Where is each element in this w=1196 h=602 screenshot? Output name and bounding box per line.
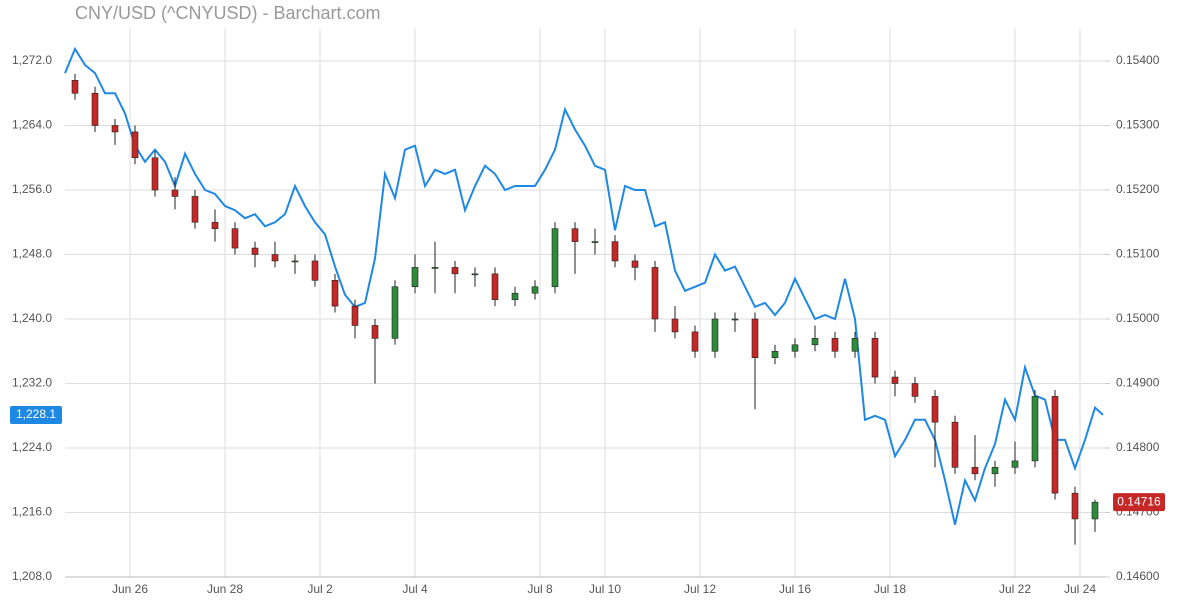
candle-body	[231, 228, 239, 249]
candle-body	[111, 125, 119, 133]
y-tick-label: 1,272.0	[12, 53, 52, 67]
x-tick-label: Jul 4	[402, 582, 428, 596]
x-tick-label: Jul 24	[1064, 582, 1096, 596]
x-tick-label: Jul 10	[589, 582, 621, 596]
candle-body	[191, 196, 199, 223]
candle-body	[451, 267, 459, 275]
candle-body	[731, 318, 739, 321]
last-value-label: 1,228.1	[16, 407, 56, 421]
candle-body	[251, 247, 259, 255]
candle-body	[931, 396, 939, 423]
candle-body	[611, 241, 619, 262]
candle-body	[1031, 396, 1039, 462]
x-tick-label: Jul 8	[527, 582, 553, 596]
candle-body	[591, 241, 599, 243]
candle-body	[491, 273, 499, 300]
candle-body	[91, 92, 99, 126]
y2-tick-label: 0.14900	[1116, 376, 1160, 390]
candle-body	[271, 254, 279, 262]
y-tick-label: 1,208.0	[12, 569, 52, 583]
candle-body	[791, 344, 799, 352]
candle-body	[411, 267, 419, 288]
candle-body	[131, 131, 139, 159]
chart-title: CNY/USD (^CNYUSD) - Barchart.com	[75, 3, 380, 23]
candle-body	[1071, 492, 1079, 520]
candle-body	[531, 286, 539, 294]
y2-tick-label: 0.15000	[1116, 311, 1160, 325]
candle-body	[151, 157, 159, 191]
candle-body	[811, 338, 819, 346]
candle-body	[391, 286, 399, 339]
last-value-label: 0.14716	[1117, 494, 1161, 508]
candle-body	[351, 305, 359, 326]
candle-body	[431, 267, 439, 269]
candle-body	[891, 376, 899, 384]
last-value-tag	[10, 405, 62, 424]
candle-body	[951, 421, 959, 468]
candle-body	[751, 318, 759, 359]
candle-body	[291, 260, 299, 263]
candle-body	[71, 80, 79, 94]
price-line	[64, 46, 1104, 525]
candle-body	[911, 383, 919, 397]
x-tick-label: Jun 26	[112, 582, 148, 596]
candle-body	[691, 331, 699, 352]
y2-tick-label: 0.15100	[1116, 247, 1160, 261]
x-tick-label: Jun 28	[207, 582, 243, 596]
candle-body	[511, 292, 519, 300]
candle-body	[471, 273, 479, 276]
y2-tick-label: 0.14800	[1116, 440, 1160, 454]
y-tick-label: 1,224.0	[12, 440, 52, 454]
y2-tick-label: 0.15200	[1116, 182, 1160, 196]
candle-body	[331, 279, 339, 307]
candle-body	[971, 467, 979, 475]
y-tick-label: 1,264.0	[12, 118, 52, 132]
last-value-tag	[1113, 493, 1165, 512]
candle-body	[831, 338, 839, 352]
y2-tick-label: 0.14600	[1116, 569, 1160, 583]
candle-body	[571, 228, 579, 242]
candle-body	[551, 228, 559, 288]
x-tick-label: Jul 18	[874, 582, 906, 596]
y-tick-label: 1,256.0	[12, 182, 52, 196]
candle-body	[1091, 501, 1099, 520]
candle-body	[171, 189, 179, 197]
candle-body	[851, 338, 859, 352]
y-tick-label: 1,232.0	[12, 376, 52, 390]
candle-body	[371, 325, 379, 339]
y-tick-label: 1,240.0	[12, 311, 52, 325]
candle-body	[631, 260, 639, 268]
y2-tick-label: 0.15400	[1116, 53, 1160, 67]
x-tick-label: Jul 12	[684, 582, 716, 596]
candle-body	[871, 338, 879, 378]
y2-tick-label: 0.15300	[1116, 118, 1160, 132]
candle-body	[1011, 460, 1019, 468]
candle-body	[1051, 396, 1059, 494]
candle-body	[991, 467, 999, 475]
y-tick-label: 1,216.0	[12, 505, 52, 519]
x-tick-label: Jul 2	[307, 582, 333, 596]
candle-body	[311, 260, 319, 281]
candle-body	[211, 221, 219, 229]
candle-body	[671, 318, 679, 333]
candle-body	[771, 350, 779, 358]
y-tick-label: 1,248.0	[12, 247, 52, 261]
candle-body	[711, 318, 719, 352]
x-tick-label: Jul 16	[779, 582, 811, 596]
x-tick-label: Jul 22	[999, 582, 1031, 596]
candle-body	[651, 267, 659, 320]
